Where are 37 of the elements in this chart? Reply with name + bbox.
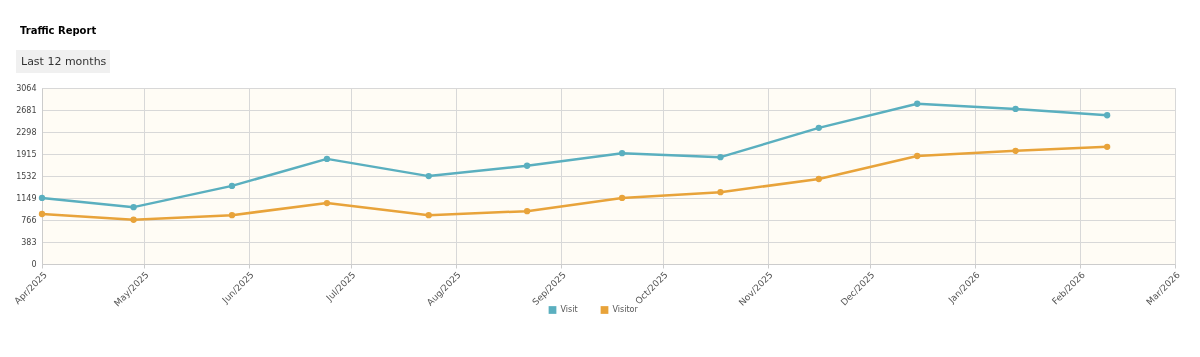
point bbox=[38, 210, 46, 218]
point bbox=[228, 182, 236, 190]
point bbox=[130, 203, 137, 211]
point bbox=[717, 189, 724, 196]
point bbox=[228, 212, 236, 219]
text: Last 12 months bbox=[21, 55, 107, 68]
point bbox=[1012, 105, 1019, 113]
point bbox=[914, 152, 921, 160]
point bbox=[38, 194, 46, 202]
point bbox=[618, 194, 626, 202]
point bbox=[323, 155, 331, 163]
y-tick-label: 1532 bbox=[16, 171, 37, 181]
y-tick-label: 0 bbox=[31, 259, 37, 269]
point bbox=[815, 124, 822, 132]
y-tick-label: 3064 bbox=[16, 83, 37, 93]
legend-label: Visit bbox=[560, 305, 578, 314]
legend-label: Visitor bbox=[612, 305, 639, 314]
chart-title: Traffic Report bbox=[20, 25, 97, 36]
y-tick-label: 383 bbox=[21, 237, 37, 247]
point bbox=[618, 149, 626, 157]
point bbox=[523, 208, 531, 215]
point bbox=[717, 154, 724, 161]
point bbox=[914, 100, 921, 107]
point bbox=[425, 172, 432, 180]
point bbox=[1103, 143, 1111, 150]
point bbox=[523, 162, 531, 169]
point bbox=[323, 199, 331, 207]
point bbox=[815, 175, 822, 183]
point bbox=[425, 212, 432, 219]
y-tick-label: 2681 bbox=[16, 105, 37, 115]
point bbox=[130, 216, 137, 223]
y-tick-label: 2298 bbox=[16, 127, 37, 137]
point bbox=[1012, 147, 1019, 154]
point bbox=[1103, 112, 1111, 119]
y-tick-label: 1915 bbox=[16, 149, 37, 159]
y-tick-label: 1149 bbox=[16, 193, 37, 203]
y-tick-label: 766 bbox=[21, 215, 37, 225]
